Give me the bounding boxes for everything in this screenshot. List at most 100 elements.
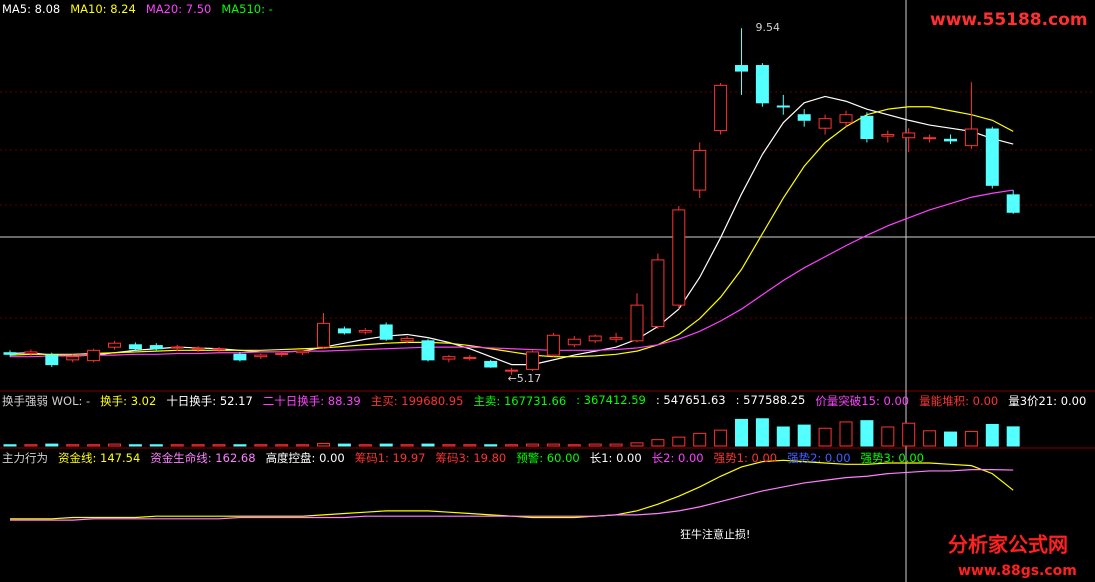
- legend-item: MA510: -: [221, 2, 273, 16]
- legend-item: 资金线: 147.54: [58, 451, 141, 465]
- volume-bar: [630, 442, 644, 447]
- candle-body: [651, 259, 665, 328]
- candle-body: [45, 354, 59, 366]
- high-label: 9.54: [756, 21, 781, 34]
- candle-body: [421, 340, 435, 361]
- line: [9, 106, 1014, 358]
- volume-bar: [651, 439, 665, 447]
- volume-bar: [881, 426, 895, 447]
- candle-body: [358, 330, 372, 333]
- volume-legend: 换手强弱 WOL: - 换手: 3.02 十日换手: 52.17 二十日换手: 88.…: [2, 393, 1086, 409]
- volume-bar: [484, 444, 498, 447]
- volume-bar: [755, 418, 769, 447]
- candle-body: [818, 118, 832, 129]
- legend-item: 二十日换手: 88.39: [262, 394, 361, 408]
- candle-body: [87, 349, 101, 362]
- legend-item: 高度控盘: 0.00: [265, 451, 345, 465]
- volume-bar: [149, 444, 163, 447]
- volume-bar: [45, 443, 59, 447]
- volume-bar: [254, 444, 268, 447]
- legend-item: 主买: 199680.95: [370, 394, 464, 408]
- candle-body: [964, 128, 978, 147]
- candle-body: [233, 353, 247, 361]
- indicator-legend: 主力行为 资金线: 147.54 资金生命线: 162.68 高度控盘: 0.00 筹码…: [2, 450, 924, 466]
- legend-item: 预警: 60.00: [516, 451, 580, 465]
- legend-item: 主卖: 167731.66: [473, 394, 567, 408]
- candle-body: [776, 105, 790, 108]
- candle-body: [149, 345, 163, 350]
- volume-bar: [588, 443, 602, 447]
- candle-body: [24, 351, 38, 355]
- candle-body: [484, 360, 498, 368]
- candle-body: [923, 137, 937, 140]
- volume-bar: [964, 430, 978, 447]
- candle-body: [567, 338, 581, 346]
- candle-body: [609, 337, 623, 340]
- candle-body: [254, 354, 268, 358]
- candle-body: [505, 369, 519, 372]
- legend-item: 价量突破15: 0.00: [815, 394, 910, 408]
- volume-bar: [985, 423, 999, 447]
- volume-bar: [87, 444, 101, 447]
- volume-bar: [296, 444, 310, 447]
- legend-item: 换手强弱 WOL: -: [2, 394, 91, 408]
- candle-body: [839, 114, 853, 124]
- legend-item: 换手: 3.02: [100, 394, 157, 408]
- candle-body: [463, 356, 477, 359]
- volume-bar: [128, 444, 142, 447]
- candle-body: [526, 351, 539, 370]
- candle-body: [170, 346, 184, 349]
- volume-bar: [337, 443, 351, 447]
- volume-bar: [1006, 426, 1020, 447]
- volume-bar: [275, 444, 289, 447]
- volume-bar: [379, 443, 393, 447]
- candle-body: [128, 344, 142, 350]
- candle-body: [735, 65, 748, 72]
- candle-body: [714, 84, 728, 132]
- volume-bar: [191, 444, 205, 447]
- candle-body: [275, 353, 289, 356]
- candle-body: [797, 114, 811, 121]
- volume-bar: [923, 430, 937, 447]
- volume-bar: [546, 443, 560, 447]
- volume-bar: [233, 444, 247, 447]
- volume-bar: [505, 444, 519, 447]
- candle-body: [693, 149, 707, 191]
- legend-item: 量能堆积: 0.00: [919, 394, 999, 408]
- volume-bar: [693, 432, 707, 447]
- volume-bar: [818, 427, 832, 447]
- legend-item: : 547651.63: [655, 393, 726, 407]
- candle-body: [400, 337, 414, 342]
- legend-item: 主力行为: [2, 451, 48, 465]
- volume-bar: [567, 444, 581, 447]
- candle-body: [755, 65, 769, 104]
- candle-body: [442, 356, 456, 360]
- candle-body: [317, 322, 330, 348]
- volume-bar: [797, 424, 811, 447]
- volume-bar: [672, 436, 686, 447]
- volume-bar: [463, 444, 477, 447]
- legend-item: : 577588.25: [735, 393, 806, 407]
- volume-bar: [860, 420, 874, 447]
- low-label: ←5.17: [508, 372, 542, 385]
- legend-item: MA5: 8.08: [2, 2, 61, 16]
- legend-item: 强势2: 0.00: [787, 451, 851, 465]
- legend-item: 资金生命线: 162.68: [150, 451, 256, 465]
- legend-item: 强势1: 0.00: [713, 451, 778, 465]
- volume-bar: [358, 444, 372, 447]
- legend-item: MA10: 8.24: [70, 2, 136, 16]
- volume-bar: [212, 444, 226, 447]
- candle-body: [191, 347, 205, 350]
- legend-item: 长2: 0.00: [651, 451, 704, 465]
- candle-body: [379, 324, 393, 340]
- legend-item: 筹码3: 19.80: [435, 451, 507, 465]
- candle-body: [881, 134, 895, 137]
- volume-bar: [735, 418, 748, 447]
- volume-bar: [24, 444, 38, 447]
- legend-item: 长1: 0.00: [589, 451, 642, 465]
- candle-body: [337, 328, 351, 334]
- legend-item: 强势3: 0.00: [860, 451, 924, 465]
- candle-body: [860, 115, 874, 140]
- legend-item: MA20: 7.50: [145, 2, 212, 16]
